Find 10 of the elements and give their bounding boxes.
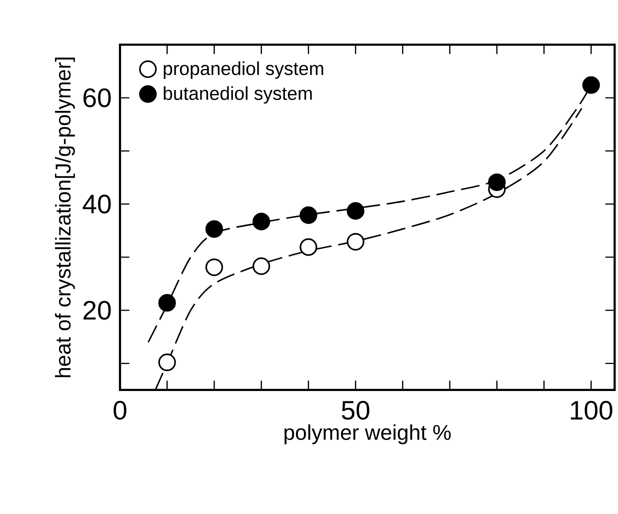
legend-label: propanediol system bbox=[164, 61, 324, 79]
y-tick-label: 40 bbox=[82, 194, 111, 214]
y-axis-title: heat of crystallization[J/g-polymer] bbox=[55, 58, 75, 378]
y-tick-label: 20 bbox=[84, 300, 111, 320]
legend-label: butanediol system bbox=[164, 86, 312, 104]
x-axis-title: polymer weight % bbox=[284, 424, 451, 444]
x-tick-label: 100 bbox=[570, 400, 612, 420]
y-tick-label: 60 bbox=[84, 88, 111, 108]
x-tick-label: 0 bbox=[114, 400, 126, 420]
x-tick-label: 50 bbox=[342, 400, 370, 420]
